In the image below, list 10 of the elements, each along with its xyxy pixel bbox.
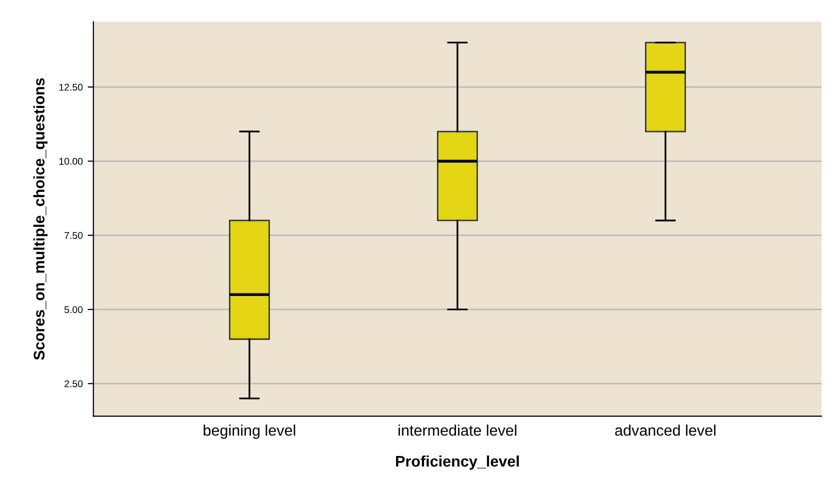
x-tick-label: begining level [204, 424, 296, 439]
y-tick-label: 10.00 [59, 158, 83, 165]
y-axis-title: Scores_on_multiple_choice_questions [33, 78, 48, 360]
x-tick-label: advanced level [615, 424, 716, 436]
y-tick-label: 12.50 [59, 84, 83, 91]
y-tick-label: 2.50 [64, 380, 83, 388]
x-axis-title: Proficiency_level [396, 455, 519, 470]
x-tick-label: intermediate level [398, 424, 516, 436]
y-tick-label: 5.00 [64, 306, 83, 314]
y-tick-label: 7.50 [64, 232, 83, 239]
